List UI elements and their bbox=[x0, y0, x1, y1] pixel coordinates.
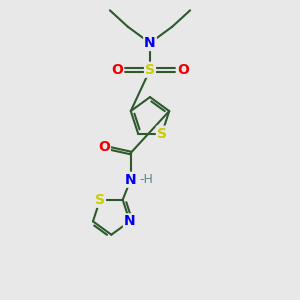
Text: O: O bbox=[111, 63, 123, 77]
Text: S: S bbox=[95, 193, 105, 207]
Text: S: S bbox=[157, 127, 167, 141]
Text: N: N bbox=[125, 173, 136, 187]
Text: N: N bbox=[144, 36, 156, 50]
Text: N: N bbox=[124, 214, 136, 228]
Text: O: O bbox=[177, 63, 189, 77]
Text: -H: -H bbox=[139, 173, 153, 186]
Text: S: S bbox=[145, 63, 155, 77]
Text: O: O bbox=[98, 140, 110, 154]
